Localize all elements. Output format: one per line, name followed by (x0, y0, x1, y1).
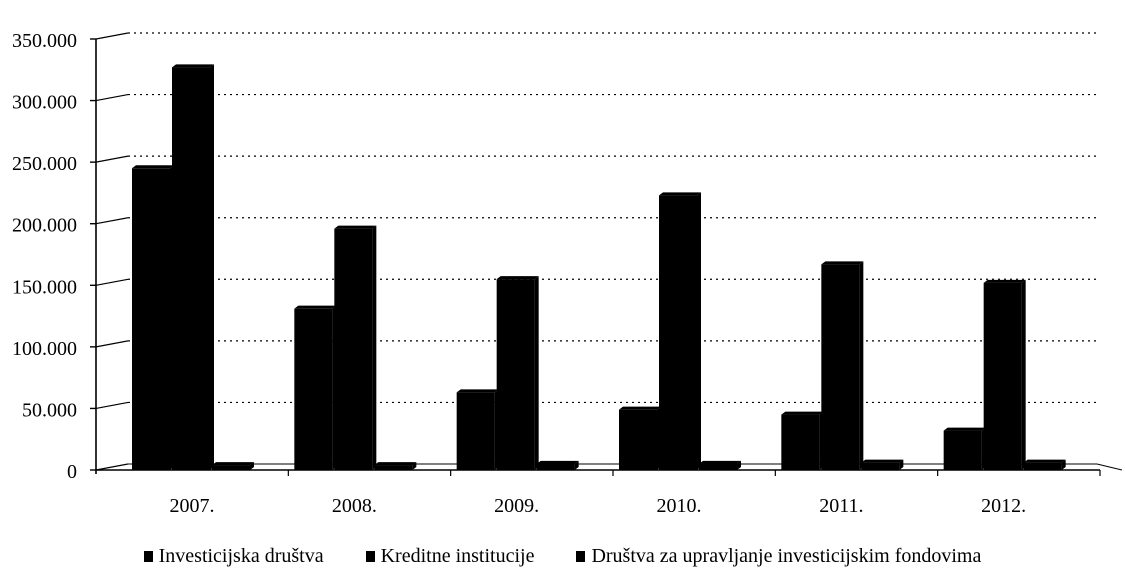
wall-diagonal (95, 401, 129, 410)
bar-top-face (294, 305, 337, 309)
bar-3-2009 (536, 463, 575, 470)
axes (90, 38, 1123, 476)
bar-top-face (496, 276, 539, 280)
legend-swatch (576, 550, 586, 562)
bar-top-face (1023, 459, 1066, 463)
bar-top-face (861, 459, 904, 463)
legend-label: Investicijska društva (158, 545, 324, 567)
bar-top-face (659, 192, 701, 196)
wall-diagonal (95, 93, 129, 102)
bar-side-face (574, 460, 579, 470)
bar-top-face (536, 460, 579, 464)
wall-diagonal (95, 463, 129, 471)
y-axis-tick-labels: 0 50.000 100.000 150.000 200.000 250.000 300.0… (12, 30, 77, 483)
x-axis-tick-labels: 2007. 2008. 2009. 2010. 2011. 2012. (170, 495, 1027, 517)
bar-3-2011 (861, 462, 900, 470)
bar-top-face (699, 460, 741, 464)
bar-side-face (1021, 279, 1026, 470)
legend-swatch (143, 550, 153, 562)
bar-2-2009 (496, 279, 535, 470)
bar-top-face (172, 64, 214, 68)
bar-1-2008 (294, 308, 333, 470)
y-tick-label: 50.000 (22, 399, 77, 421)
x-tick-label: 2012. (981, 495, 1026, 517)
x-tick-label: 2009. (494, 495, 539, 517)
bar-2-2008 (334, 228, 373, 470)
bar-2-2007 (172, 67, 210, 470)
bar-top-face (821, 261, 864, 265)
bar-side-face (859, 261, 864, 470)
x-tick-label: 2011. (819, 495, 863, 517)
bar-top-face (781, 411, 824, 415)
bar-top-face (619, 406, 661, 410)
floor-right-edge (1096, 463, 1123, 471)
x-tick-label: 2007. (170, 495, 215, 517)
wall-diagonal (95, 278, 129, 286)
legend-label: Društva za upravljanje investicijskim fo… (591, 545, 982, 567)
bar-1-2011 (781, 414, 820, 470)
bar-3-2010 (699, 463, 737, 470)
y-tick-label: 250.000 (12, 153, 77, 175)
bar-3-2008 (374, 465, 413, 470)
legend-item-kreditne-institucije: Kreditne institucije (365, 544, 535, 568)
bar-side-face (1061, 459, 1066, 470)
legend-item-investicijska-drustva: Investicijska društva (143, 544, 324, 568)
y-tick-label: 300.000 (12, 92, 77, 114)
bar-top-face (983, 279, 1026, 283)
bar-top-face (374, 462, 417, 466)
bar-side-face (210, 64, 214, 470)
bar-side-face (372, 225, 377, 470)
bar-3-2007 (212, 465, 250, 470)
bars (132, 64, 1066, 471)
y-tick-label: 200.000 (12, 215, 77, 237)
wall-diagonal (95, 340, 129, 348)
bar-side-face (697, 192, 701, 471)
gridlines (95, 32, 1097, 471)
bar-top-face (212, 462, 254, 466)
bar-side-face (250, 462, 254, 470)
x-tick-label: 2010. (657, 495, 702, 517)
bar-1-2012 (943, 430, 982, 470)
bar-side-face (534, 276, 539, 470)
legend-label: Kreditne institucije (380, 545, 535, 567)
bar-1-2010 (619, 409, 657, 470)
y-tick-label: 100.000 (12, 338, 77, 360)
bar-1-2007 (132, 168, 170, 471)
wall-diagonal (95, 155, 129, 163)
legend: Investicijska društva Kreditne instituci… (0, 544, 1125, 568)
y-tick-label: 0 (67, 461, 77, 483)
bar-top-face (334, 225, 377, 229)
legend-swatch (365, 550, 375, 562)
bar-side-face (737, 460, 741, 470)
bar-1-2009 (456, 392, 495, 470)
bar-2-2011 (821, 264, 860, 470)
x-tick-label: 2008. (332, 495, 377, 517)
bar-top-face (132, 165, 174, 169)
bar-top-face (456, 389, 499, 393)
wall-diagonal (95, 32, 129, 40)
y-tick-label: 150.000 (12, 276, 77, 298)
bar-2-2010 (659, 195, 697, 471)
bar-3-2012 (1023, 462, 1062, 470)
y-tick-label: 350.000 (12, 30, 77, 52)
bar-side-face (899, 459, 904, 470)
bar-top-face (943, 427, 986, 431)
bar-side-face (412, 462, 417, 470)
wall-diagonal (95, 217, 129, 225)
bar-2-2012 (983, 282, 1022, 470)
legend-item-drustva-za-upravljanje: Društva za upravljanje investicijskim fo… (576, 544, 981, 568)
